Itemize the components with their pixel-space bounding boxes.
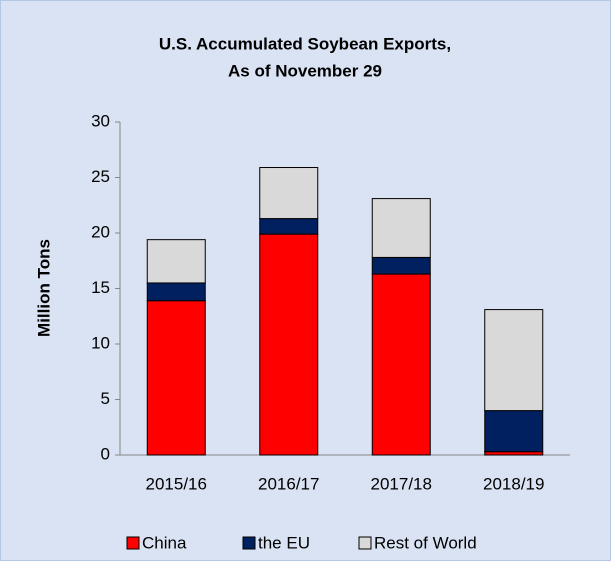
- bar-segment: [146, 282, 206, 302]
- bar-segment: [484, 410, 544, 453]
- x-tick-label: 2016/17: [258, 474, 319, 493]
- y-tick-label: 20: [91, 222, 110, 241]
- y-axis-label: Million Tons: [34, 239, 53, 337]
- legend-label: China: [142, 533, 187, 552]
- y-tick-label: 0: [101, 444, 110, 463]
- bar-segment: [259, 167, 319, 220]
- x-tick-label: 2017/18: [371, 474, 432, 493]
- y-tick-label: 15: [91, 278, 110, 297]
- y-tick-label: 5: [101, 389, 110, 408]
- legend-label: the EU: [258, 533, 310, 552]
- y-tick-label: 30: [91, 111, 110, 130]
- legend-swatch: [358, 536, 372, 550]
- y-tick-label: 25: [91, 167, 110, 186]
- bar-segment: [259, 233, 319, 456]
- bar-segment: [371, 198, 431, 258]
- x-tick-label: 2015/16: [146, 474, 207, 493]
- bar-segment: [146, 300, 206, 456]
- bar-segment: [371, 273, 431, 456]
- bar-segment: [146, 239, 206, 284]
- bar-segment: [484, 309, 544, 412]
- x-tick-label: 2018/19: [483, 474, 544, 493]
- chart-title: U.S. Accumulated Soybean Exports,: [159, 34, 451, 53]
- y-tick-label: 10: [91, 333, 110, 352]
- bar-segment: [371, 256, 431, 275]
- legend-label: Rest of World: [374, 533, 477, 552]
- bar-segment: [259, 218, 319, 235]
- legend-swatch: [242, 536, 256, 550]
- chart-subtitle: As of November 29: [228, 61, 382, 80]
- legend-swatch: [126, 536, 140, 550]
